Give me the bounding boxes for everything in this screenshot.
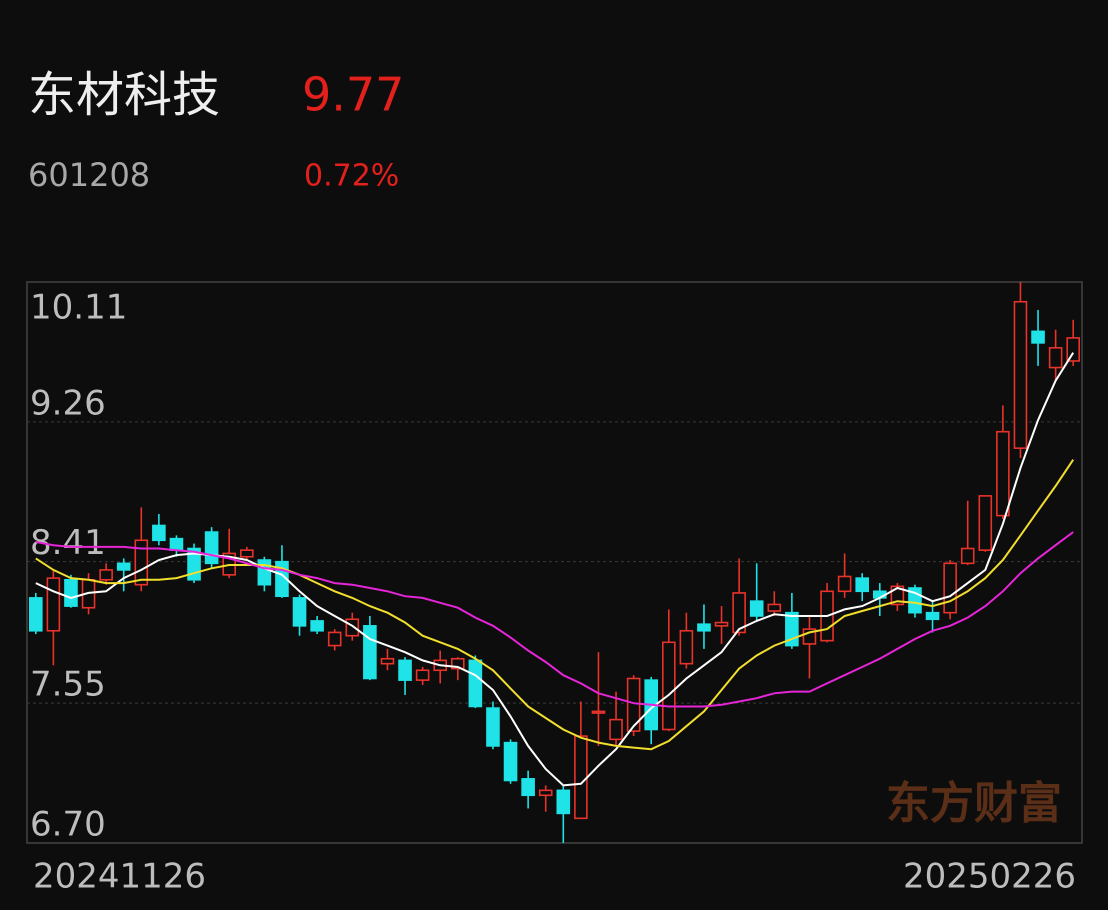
candle-body [978,495,993,551]
candle-body [292,597,307,627]
candle-body [380,657,395,665]
candle-body [468,659,483,708]
candle-body [99,569,113,581]
candle-body [204,531,219,565]
candle-body [890,585,905,606]
y-tick-label: 9.26 [30,383,106,423]
candle-body [767,603,782,612]
candle-body [714,621,729,627]
candle-body [239,549,254,558]
candle-body [661,641,676,731]
candle-body [837,575,852,593]
candle-body [749,600,764,617]
candle-body [521,778,535,797]
candle-body [626,677,641,732]
watermark: 东方财富 [886,778,1062,829]
candle-body [732,592,746,634]
y-tick-label: 7.55 [30,665,106,705]
y-tick-label: 10.11 [30,288,127,328]
candle-body [609,718,623,741]
candle-body [345,618,360,637]
candle-body [486,707,500,747]
moving-average-line [35,531,1074,708]
candle-body [116,562,131,571]
candle-body [574,735,588,820]
candle-body [363,625,377,680]
stock-name: 东材科技 [28,67,220,123]
candle-body [257,559,272,586]
candle-body [310,620,324,632]
candle-body [152,524,166,542]
candle-body [925,611,940,621]
candle-body [591,710,606,714]
candle-body [1048,347,1063,369]
change-percent: 0.72% [304,159,399,194]
candle-body [28,597,43,632]
candle-body [679,629,694,665]
candle-body [398,659,412,681]
candle-body [503,741,518,782]
candle-body [450,657,465,670]
candle-body [855,577,870,593]
candle-body [415,669,430,681]
stock-price: 9.77 [302,68,404,122]
stock-code: 601208 [28,156,150,194]
candle-body [64,578,78,607]
plot-frame [26,281,1083,844]
candle-body [327,631,342,647]
candle-body [943,562,957,614]
candle-body [1066,337,1081,362]
candle-body [960,547,975,565]
candle-body [134,539,149,586]
candle-body [538,789,553,797]
x-tick-label: 20250226 [903,857,1076,897]
candle-body [1013,300,1028,449]
candle-body [996,430,1010,517]
candle-body [1031,330,1045,344]
y-tick-label: 6.70 [30,805,106,845]
x-tick-label: 20241126 [33,857,206,897]
candle-body [46,577,61,632]
candle-body [169,537,184,551]
candle-body [697,623,711,632]
candle-body [556,789,571,815]
moving-average-line [35,459,1075,751]
